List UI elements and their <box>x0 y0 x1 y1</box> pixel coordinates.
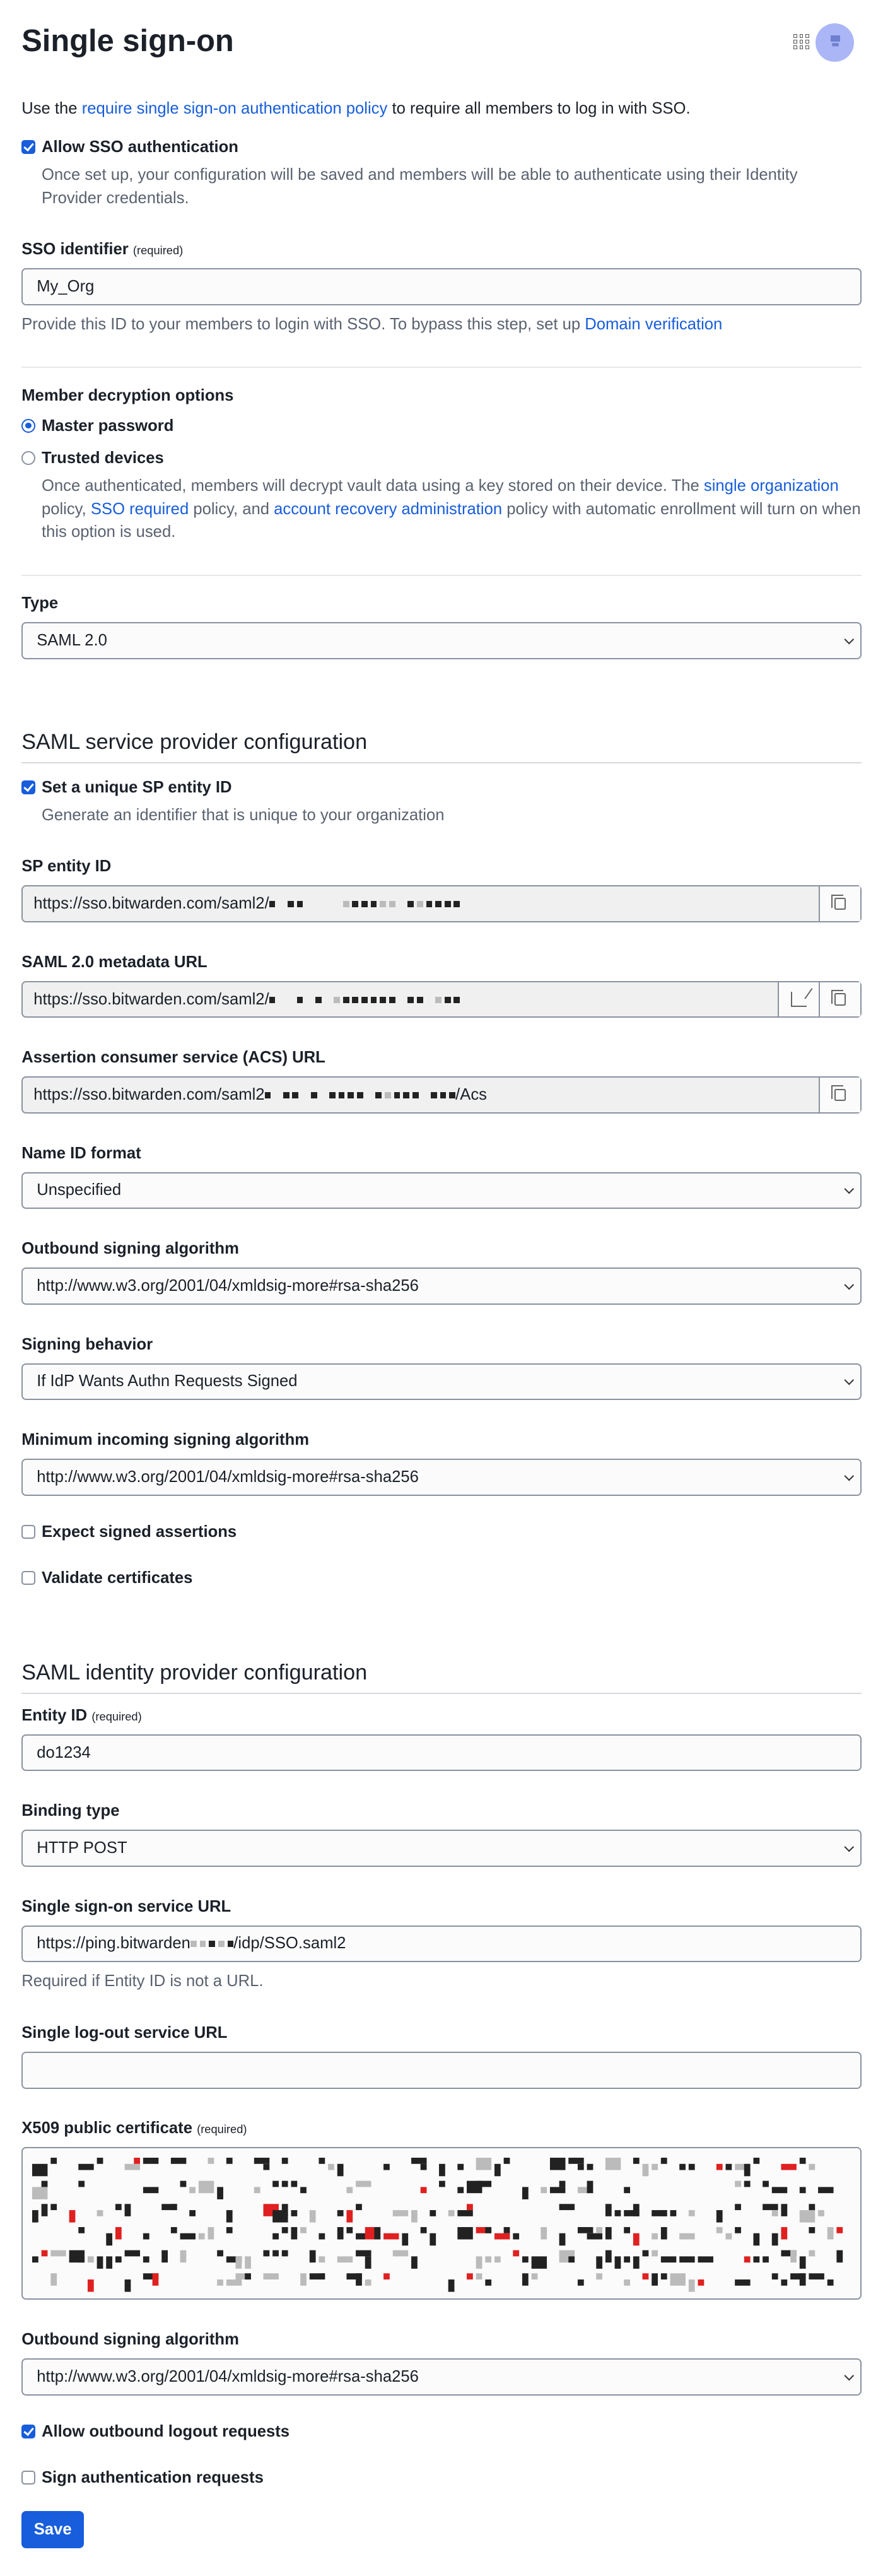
divider <box>21 367 862 368</box>
unique-sp-id-help: Generate an identifier that is unique to… <box>41 806 445 824</box>
sso-identifier-help: Provide this ID to your members to login… <box>21 315 723 333</box>
sp-heading: SAML service provider configuration <box>21 730 862 764</box>
sp-entity-id-label: SP entity ID <box>21 857 112 876</box>
save-button[interactable]: Save <box>21 2510 85 2548</box>
radio-icon[interactable] <box>21 451 36 466</box>
min-incoming-alg-select[interactable]: http://www.w3.org/2001/04/xmldsig-more#r… <box>21 1459 862 1496</box>
copy-icon <box>831 894 846 910</box>
sso-required-link[interactable]: SSO required <box>90 500 189 518</box>
entity-id-label: Entity ID (required) <box>21 1706 142 1724</box>
validate-certs-checkbox[interactable]: Validate certificates <box>21 1567 862 1590</box>
account-recovery-link[interactable]: account recovery administration <box>274 500 503 518</box>
cert-label: X509 public certificate (required) <box>21 2119 247 2138</box>
copy-button[interactable] <box>819 886 860 921</box>
sso-identifier-input[interactable]: My_Org <box>21 268 862 305</box>
sso-url-help: Required if Entity ID is not a URL. <box>21 1972 264 1991</box>
intro-text: Use the require single sign-on authentic… <box>21 97 862 121</box>
checkbox-icon[interactable] <box>21 1571 36 1585</box>
sso-identifier-label: SSO identifier (required) <box>21 240 184 259</box>
intro-post: to require all members to log in with SS… <box>387 99 691 117</box>
metadata-url-input[interactable]: https://sso.bitwarden.com/saml2/ <box>21 980 862 1018</box>
checkbox-checked-icon[interactable] <box>21 780 36 795</box>
acs-url-label: Assertion consumer service (ACS) URL <box>21 1049 325 1067</box>
outbound-alg-select[interactable]: http://www.w3.org/2001/04/xmldsig-more#r… <box>21 1267 862 1305</box>
redacted-text <box>269 992 460 1008</box>
allow-sso-help: Once set up, your configuration will be … <box>41 165 798 207</box>
redacted-text <box>264 1088 456 1103</box>
sign-auth-checkbox[interactable]: Sign authentication requests <box>21 2466 862 2490</box>
unique-sp-id-checkbox[interactable]: Set a unique SP entity ID <box>21 776 862 799</box>
checkbox-icon[interactable] <box>21 1525 36 1539</box>
idp-outbound-alg-select[interactable]: http://www.w3.org/2001/04/xmldsig-more#r… <box>21 2358 862 2396</box>
acs-url-input[interactable]: https://sso.bitwarden.com/saml2/Acs <box>21 1076 862 1114</box>
redacted-certificate <box>32 2158 843 2292</box>
min-incoming-alg-label: Minimum incoming signing algorithm <box>21 1431 310 1449</box>
sp-entity-id-input[interactable]: https://sso.bitwarden.com/saml2/ <box>21 885 862 922</box>
slo-url-label: Single log-out service URL <box>21 2023 228 2042</box>
name-id-format-select[interactable]: Unspecified <box>21 1172 862 1209</box>
redacted-text <box>190 1936 234 1951</box>
metadata-url-label: SAML 2.0 metadata URL <box>21 953 208 971</box>
radio-trusted-devices[interactable]: Trusted devices <box>21 447 862 470</box>
domain-verification-link[interactable]: Domain verification <box>585 315 723 333</box>
divider <box>21 574 862 576</box>
idp-heading: SAML identity provider configuration <box>21 1661 862 1695</box>
expect-signed-checkbox[interactable]: Expect signed assertions <box>21 1520 862 1544</box>
copy-button[interactable] <box>819 1078 860 1112</box>
page-title: Single sign-on <box>21 23 234 58</box>
sso-url-input[interactable]: https://ping.bitwarden/idp/SSO.saml2 <box>21 1925 862 1963</box>
checkbox-checked-icon[interactable] <box>21 2425 36 2439</box>
binding-type-label: Binding type <box>21 1802 120 1820</box>
radio-master-password[interactable]: Master password <box>21 415 862 438</box>
checkbox-icon[interactable] <box>21 2471 36 2485</box>
trusted-devices-help: Once authenticated, members will decrypt… <box>41 476 861 541</box>
single-organization-link[interactable]: single organization <box>703 476 839 495</box>
header: Single sign-on <box>21 0 862 86</box>
name-id-format-label: Name ID format <box>21 1144 141 1162</box>
decryption-label: Member decryption options <box>21 386 234 404</box>
grid-icon[interactable] <box>793 33 809 50</box>
sso-url-label: Single sign-on service URL <box>21 1897 231 1915</box>
copy-icon <box>831 1085 846 1102</box>
allow-sso-label: Allow SSO authentication <box>41 138 238 156</box>
type-label: Type <box>21 594 59 613</box>
idp-outbound-alg-label: Outbound signing algorithm <box>21 2331 239 2349</box>
slo-url-input[interactable] <box>21 2051 862 2089</box>
copy-button[interactable] <box>819 982 860 1017</box>
allow-logout-checkbox[interactable]: Allow outbound logout requests <box>21 2420 862 2444</box>
intro-pre: Use the <box>21 99 82 117</box>
allow-sso-checkbox[interactable]: Allow SSO authentication <box>21 136 862 159</box>
binding-type-select[interactable]: HTTP POST <box>21 1830 862 1867</box>
radio-selected-icon[interactable] <box>21 419 36 433</box>
copy-icon <box>831 989 846 1006</box>
external-link-icon <box>791 991 807 1008</box>
checkbox-checked-icon[interactable] <box>21 140 36 155</box>
entity-id-input[interactable]: do1234 <box>21 1734 862 1772</box>
redacted-text <box>269 897 460 912</box>
avatar[interactable] <box>815 23 854 62</box>
launch-button[interactable] <box>777 982 819 1017</box>
require-sso-policy-link[interactable]: require single sign-on authentication po… <box>81 99 388 117</box>
cert-textarea[interactable] <box>21 2147 862 2300</box>
signing-behavior-select[interactable]: If IdP Wants Authn Requests Signed <box>21 1363 862 1401</box>
outbound-alg-label: Outbound signing algorithm <box>21 1240 239 1258</box>
sso-identifier-value: My_Org <box>37 277 95 295</box>
signing-behavior-label: Signing behavior <box>21 1335 153 1353</box>
type-select[interactable]: SAML 2.0 <box>21 622 862 659</box>
